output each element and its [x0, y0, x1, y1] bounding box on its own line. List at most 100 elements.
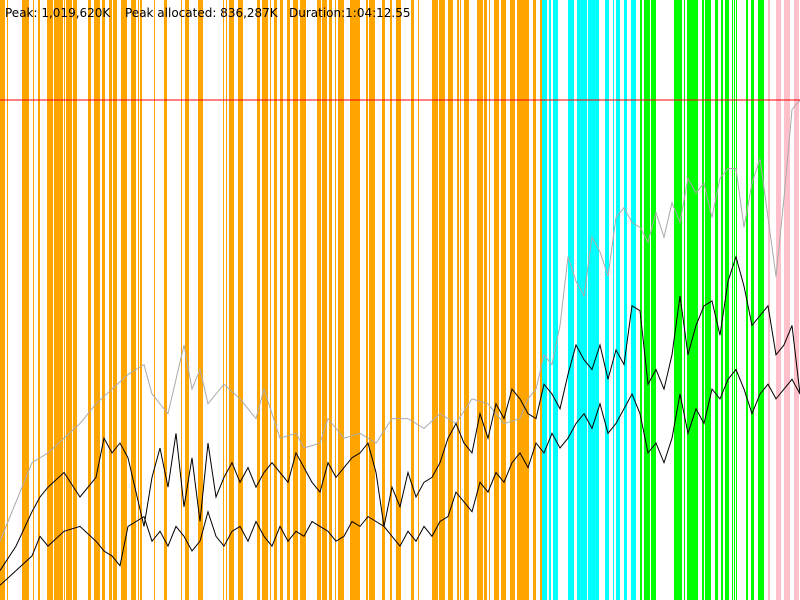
phase-stripe-orange — [329, 0, 332, 600]
phase-stripe-orange — [464, 0, 469, 600]
phase-stripe-green — [674, 0, 679, 600]
phase-stripe-green — [702, 0, 704, 600]
phase-stripe-orange — [501, 0, 505, 600]
phase-stripe-pink — [794, 0, 798, 600]
phase-stripe-orange — [66, 0, 72, 600]
phase-stripe-orange — [121, 0, 127, 600]
phase-stripe-orange — [448, 0, 453, 600]
phase-stripe-green — [651, 0, 656, 600]
series-lines — [0, 99, 800, 586]
phase-stripe-orange — [457, 0, 459, 600]
series-line-current — [0, 254, 800, 571]
phase-stripe-orange — [322, 0, 327, 600]
phase-stripe-pink — [798, 0, 799, 600]
phase-stripe-pink — [776, 0, 777, 600]
phase-stripe-orange — [28, 0, 29, 600]
phase-stripe-pink — [777, 0, 781, 600]
phase-stripe-orange — [274, 0, 277, 600]
phase-stripe-orange — [413, 0, 414, 600]
phase-stripe-cyan — [553, 0, 558, 600]
phase-stripe-cyan — [631, 0, 636, 600]
phase-stripe-orange — [58, 0, 63, 600]
phase-stripe-green — [687, 0, 692, 600]
series-line-peak — [0, 99, 800, 542]
phase-stripe-cyan — [613, 0, 614, 600]
phase-stripe-orange — [517, 0, 523, 600]
phase-stripe-orange — [523, 0, 529, 600]
phase-stripe-cyan — [588, 0, 594, 600]
phase-stripe-orange — [280, 0, 283, 600]
phase-stripe-orange — [350, 0, 354, 600]
peak-label: Peak: 1,019,620K — [5, 6, 111, 20]
phase-stripe-orange — [226, 0, 227, 600]
phase-stripe-orange — [477, 0, 483, 600]
phase-stripe-cyan — [617, 0, 620, 600]
phase-stripe-cyan — [605, 0, 609, 600]
phase-stripe-cyan — [594, 0, 599, 600]
phase-stripe-orange — [64, 0, 65, 600]
phase-stripe-orange — [335, 0, 336, 600]
phase-stripe-cyan — [549, 0, 550, 600]
phase-stripe-green — [725, 0, 729, 600]
phase-stripe-orange — [257, 0, 260, 600]
phase-stripe-green — [692, 0, 698, 600]
phase-stripe-green — [640, 0, 642, 600]
phase-stripe-orange — [140, 0, 142, 600]
duration-label: Duration:1:04:12.55 — [289, 6, 411, 20]
phase-stripe-cyan — [550, 0, 551, 600]
phase-stripe-green — [644, 0, 647, 600]
phase-stripe-orange — [0, 0, 3, 600]
phase-stripe-orange — [238, 0, 243, 600]
phase-stripe-orange — [300, 0, 306, 600]
phase-stripe-green — [751, 0, 754, 600]
phase-stripe-orange — [533, 0, 536, 600]
peak-allocated-label: Peak allocated: 836,287K — [125, 6, 279, 20]
phase-stripe-orange — [293, 0, 298, 600]
phase-stripe-pink — [784, 0, 790, 600]
phase-stripe-orange — [113, 0, 115, 600]
phase-stripe-orange — [317, 0, 321, 600]
phase-stripe-orange — [73, 0, 77, 600]
phase-stripe-cyan — [546, 0, 547, 600]
phase-stripe-orange — [22, 0, 24, 600]
phase-stripe-green — [684, 0, 685, 600]
phase-stripe-orange — [138, 0, 139, 600]
phase-stripe-orange — [494, 0, 499, 600]
phase-stripe-orange — [354, 0, 360, 600]
phase-stripe-orange — [489, 0, 490, 600]
phase-stripe-cyan — [577, 0, 581, 600]
phase-stripe-cyan — [583, 0, 587, 600]
phase-stripe-orange — [223, 0, 224, 600]
phase-stripe-orange — [432, 0, 438, 600]
phase-stripe-orange — [198, 0, 203, 600]
phase-stripe-orange — [115, 0, 117, 600]
phase-stripe-orange — [54, 0, 58, 600]
phase-stripe-green — [732, 0, 733, 600]
series-line-allocated — [0, 368, 800, 586]
phase-stripe-orange — [270, 0, 271, 600]
phase-stripe-green — [705, 0, 711, 600]
phase-stripe-orange — [102, 0, 105, 600]
phase-stripe-orange — [131, 0, 136, 600]
phase-stripe-orange — [229, 0, 234, 600]
phase-stripe-orange — [3, 0, 5, 600]
phase-stripe-orange — [88, 0, 91, 600]
phase-stripe-orange — [47, 0, 53, 600]
phase-stripe-orange — [181, 0, 182, 600]
phase-stripe-orange — [287, 0, 290, 600]
phase-stripe-orange — [396, 0, 401, 600]
phase-stripe-green — [721, 0, 723, 600]
phase-stripe-orange — [439, 0, 445, 600]
phase-stripe-cyan — [616, 0, 617, 600]
phase-stripe-orange — [366, 0, 368, 600]
phase-stripe-cyan — [568, 0, 574, 600]
phase-stripe-green — [734, 0, 735, 600]
phase-stripe-orange — [7, 0, 8, 600]
phase-stripe-orange — [484, 0, 487, 600]
phase-stripe-orange — [109, 0, 112, 600]
phase-stripe-orange — [369, 0, 375, 600]
phase-stripe-orange — [382, 0, 385, 600]
phase-stripe-orange — [33, 0, 34, 600]
phase-stripe-orange — [411, 0, 413, 600]
